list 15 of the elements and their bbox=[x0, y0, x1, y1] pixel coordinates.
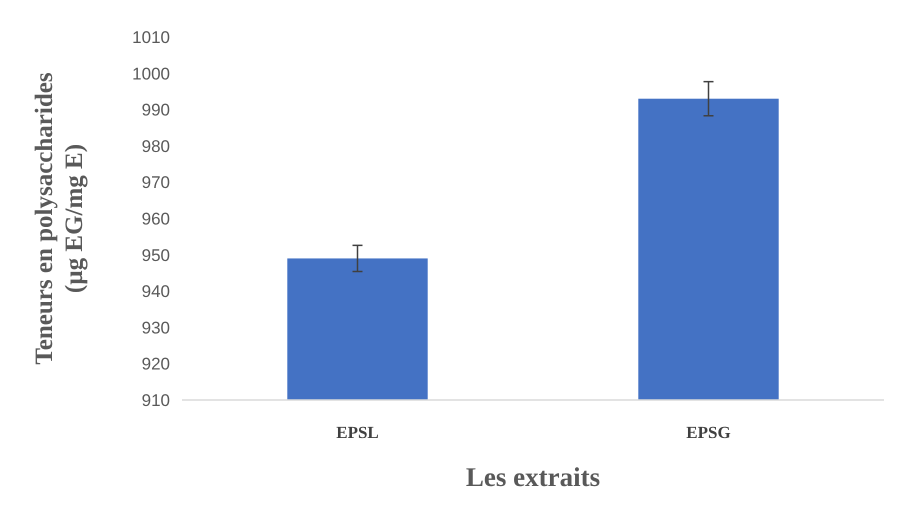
y-tick-label: 910 bbox=[142, 390, 170, 410]
y-tick-label: 980 bbox=[142, 136, 170, 156]
x-axis-title: Les extraits bbox=[466, 462, 600, 492]
y-tick-label: 960 bbox=[142, 209, 170, 228]
y-tick-label: 1010 bbox=[132, 28, 170, 47]
y-tick-label: 950 bbox=[142, 246, 170, 265]
y-axis-title: Teneurs en polysaccharides (µg EG/mg E) bbox=[31, 72, 88, 365]
x-tick-label: EPSL bbox=[336, 423, 379, 442]
y-tick-label: 990 bbox=[142, 100, 170, 120]
y-tick-label: 970 bbox=[142, 173, 170, 192]
y-tick-label: 920 bbox=[142, 354, 170, 374]
x-tick-label: EPSG bbox=[686, 423, 731, 442]
y-tick-label: 1000 bbox=[132, 64, 170, 84]
y-tick-label: 930 bbox=[142, 318, 170, 338]
y-tick-label: 940 bbox=[142, 282, 170, 302]
